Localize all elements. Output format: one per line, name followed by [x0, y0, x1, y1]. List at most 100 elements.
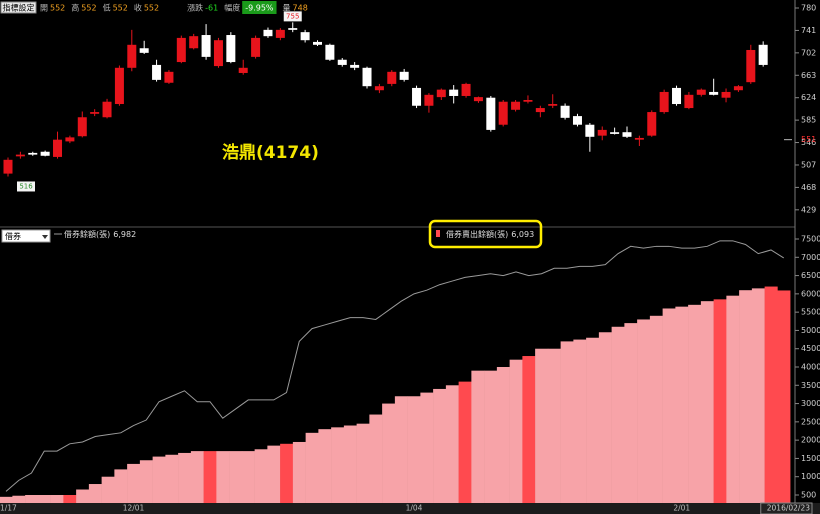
- x-tick-label: 11/17: [0, 504, 17, 513]
- area-bar: [305, 432, 319, 503]
- candle-body: [709, 91, 719, 95]
- area-bar: [471, 370, 485, 503]
- highlight-bar: [203, 451, 217, 503]
- area-bar: [241, 451, 255, 503]
- area-bar: [382, 403, 396, 503]
- candle-body: [77, 117, 87, 137]
- candle-body: [350, 64, 360, 68]
- legend-swatch: [436, 230, 440, 237]
- legend-value: 6,982: [113, 230, 136, 239]
- candle-body: [523, 100, 533, 102]
- dropdown[interactable]: [1, 229, 51, 243]
- y-tick-label: 3500: [801, 381, 820, 390]
- y-tick-label: 1500: [801, 454, 820, 463]
- area-bar: [484, 370, 498, 503]
- dropdown-label[interactable]: 借券: [5, 231, 21, 241]
- candle-body: [684, 94, 694, 109]
- y-tick-label: 3000: [801, 399, 820, 408]
- area-bar: [292, 441, 306, 503]
- candle-body: [152, 64, 162, 80]
- candle-body: [610, 132, 620, 134]
- quote-value: 552: [113, 4, 128, 13]
- highlight-box: [428, 219, 543, 249]
- quote-label: 量: [283, 4, 291, 13]
- candle-body: [201, 35, 211, 57]
- candle-body: [226, 35, 236, 63]
- area-bar: [101, 476, 115, 503]
- annotation: 755: [286, 12, 299, 20]
- y-tick-label: 2500: [801, 417, 820, 426]
- candle-body: [585, 124, 595, 137]
- y-tick-label: 2000: [801, 436, 820, 445]
- candle-body: [127, 44, 137, 68]
- area-bar: [356, 423, 370, 503]
- candle-body: [28, 152, 38, 155]
- dropdown-arrow[interactable]: [42, 235, 48, 239]
- highlight-bar: [280, 443, 294, 503]
- settings-button-label[interactable]: 指標設定: [3, 3, 35, 13]
- candle-body: [498, 101, 508, 125]
- area-bar: [394, 396, 408, 503]
- area-bar: [76, 489, 90, 503]
- area-bar: [139, 460, 153, 503]
- area-bar: [535, 348, 549, 503]
- area-bar: [229, 451, 243, 503]
- candle-body: [597, 129, 607, 136]
- quote-label: 高: [71, 3, 79, 13]
- date-strip: [0, 503, 820, 514]
- quote-value: 552: [144, 4, 159, 13]
- area-bar: [178, 452, 192, 503]
- y-tick-label: 5000: [801, 326, 820, 335]
- candle-body: [647, 112, 657, 136]
- quote-label: 低: [103, 3, 111, 13]
- area-bar: [114, 469, 128, 503]
- candle-body: [313, 41, 322, 45]
- area-bar: [496, 367, 510, 503]
- candle-body: [325, 44, 335, 60]
- y-tick-label: 1000: [801, 472, 820, 481]
- settings-button[interactable]: [0, 1, 37, 14]
- area-bar: [165, 454, 179, 503]
- quote-label: 收: [134, 3, 142, 13]
- area-bar: [267, 445, 281, 503]
- candle-body: [362, 67, 372, 87]
- candle-body: [659, 91, 669, 113]
- y-tick-label: 4500: [801, 344, 820, 353]
- area-bar: [624, 323, 638, 503]
- y-tick-label: 7500: [801, 235, 820, 244]
- y-tick-label: 5500: [801, 308, 820, 317]
- candle-body: [189, 36, 199, 49]
- area-bar: [50, 494, 64, 503]
- candle-body: [511, 101, 521, 110]
- area-bar: [688, 304, 702, 503]
- quote-value: -61: [205, 4, 218, 13]
- area-bar: [726, 295, 740, 503]
- candle-body: [374, 86, 384, 91]
- legend-name: 借券賣出餘額(張): [446, 229, 508, 239]
- x-tick-label: 2016/02/23: [767, 504, 810, 513]
- area-bar: [751, 288, 765, 503]
- candle-body: [548, 104, 558, 106]
- candle-body: [263, 29, 273, 37]
- highlight-bar: [764, 286, 778, 503]
- annotation-box: [17, 181, 35, 192]
- y-tick-label: 6000: [801, 289, 820, 298]
- candle-body: [436, 89, 446, 98]
- quote-value: 552: [81, 4, 96, 13]
- candle-body: [275, 29, 285, 38]
- quote-label: 開: [40, 4, 48, 13]
- legend-text: 借券賣出餘額(張) 6,093: [446, 229, 534, 239]
- area-bar: [37, 494, 51, 503]
- candle-body: [622, 132, 632, 137]
- area-bar: [420, 392, 434, 503]
- area-bar: [560, 341, 574, 503]
- area-bar: [586, 337, 600, 503]
- candle-body: [176, 37, 186, 63]
- y-tick-label: 546: [801, 138, 816, 147]
- area-bar: [573, 339, 587, 503]
- candle-body: [90, 112, 100, 114]
- area-bar: [127, 463, 141, 503]
- balance-line: [5, 240, 785, 492]
- area-bar: [739, 290, 753, 503]
- area-bar: [216, 451, 230, 503]
